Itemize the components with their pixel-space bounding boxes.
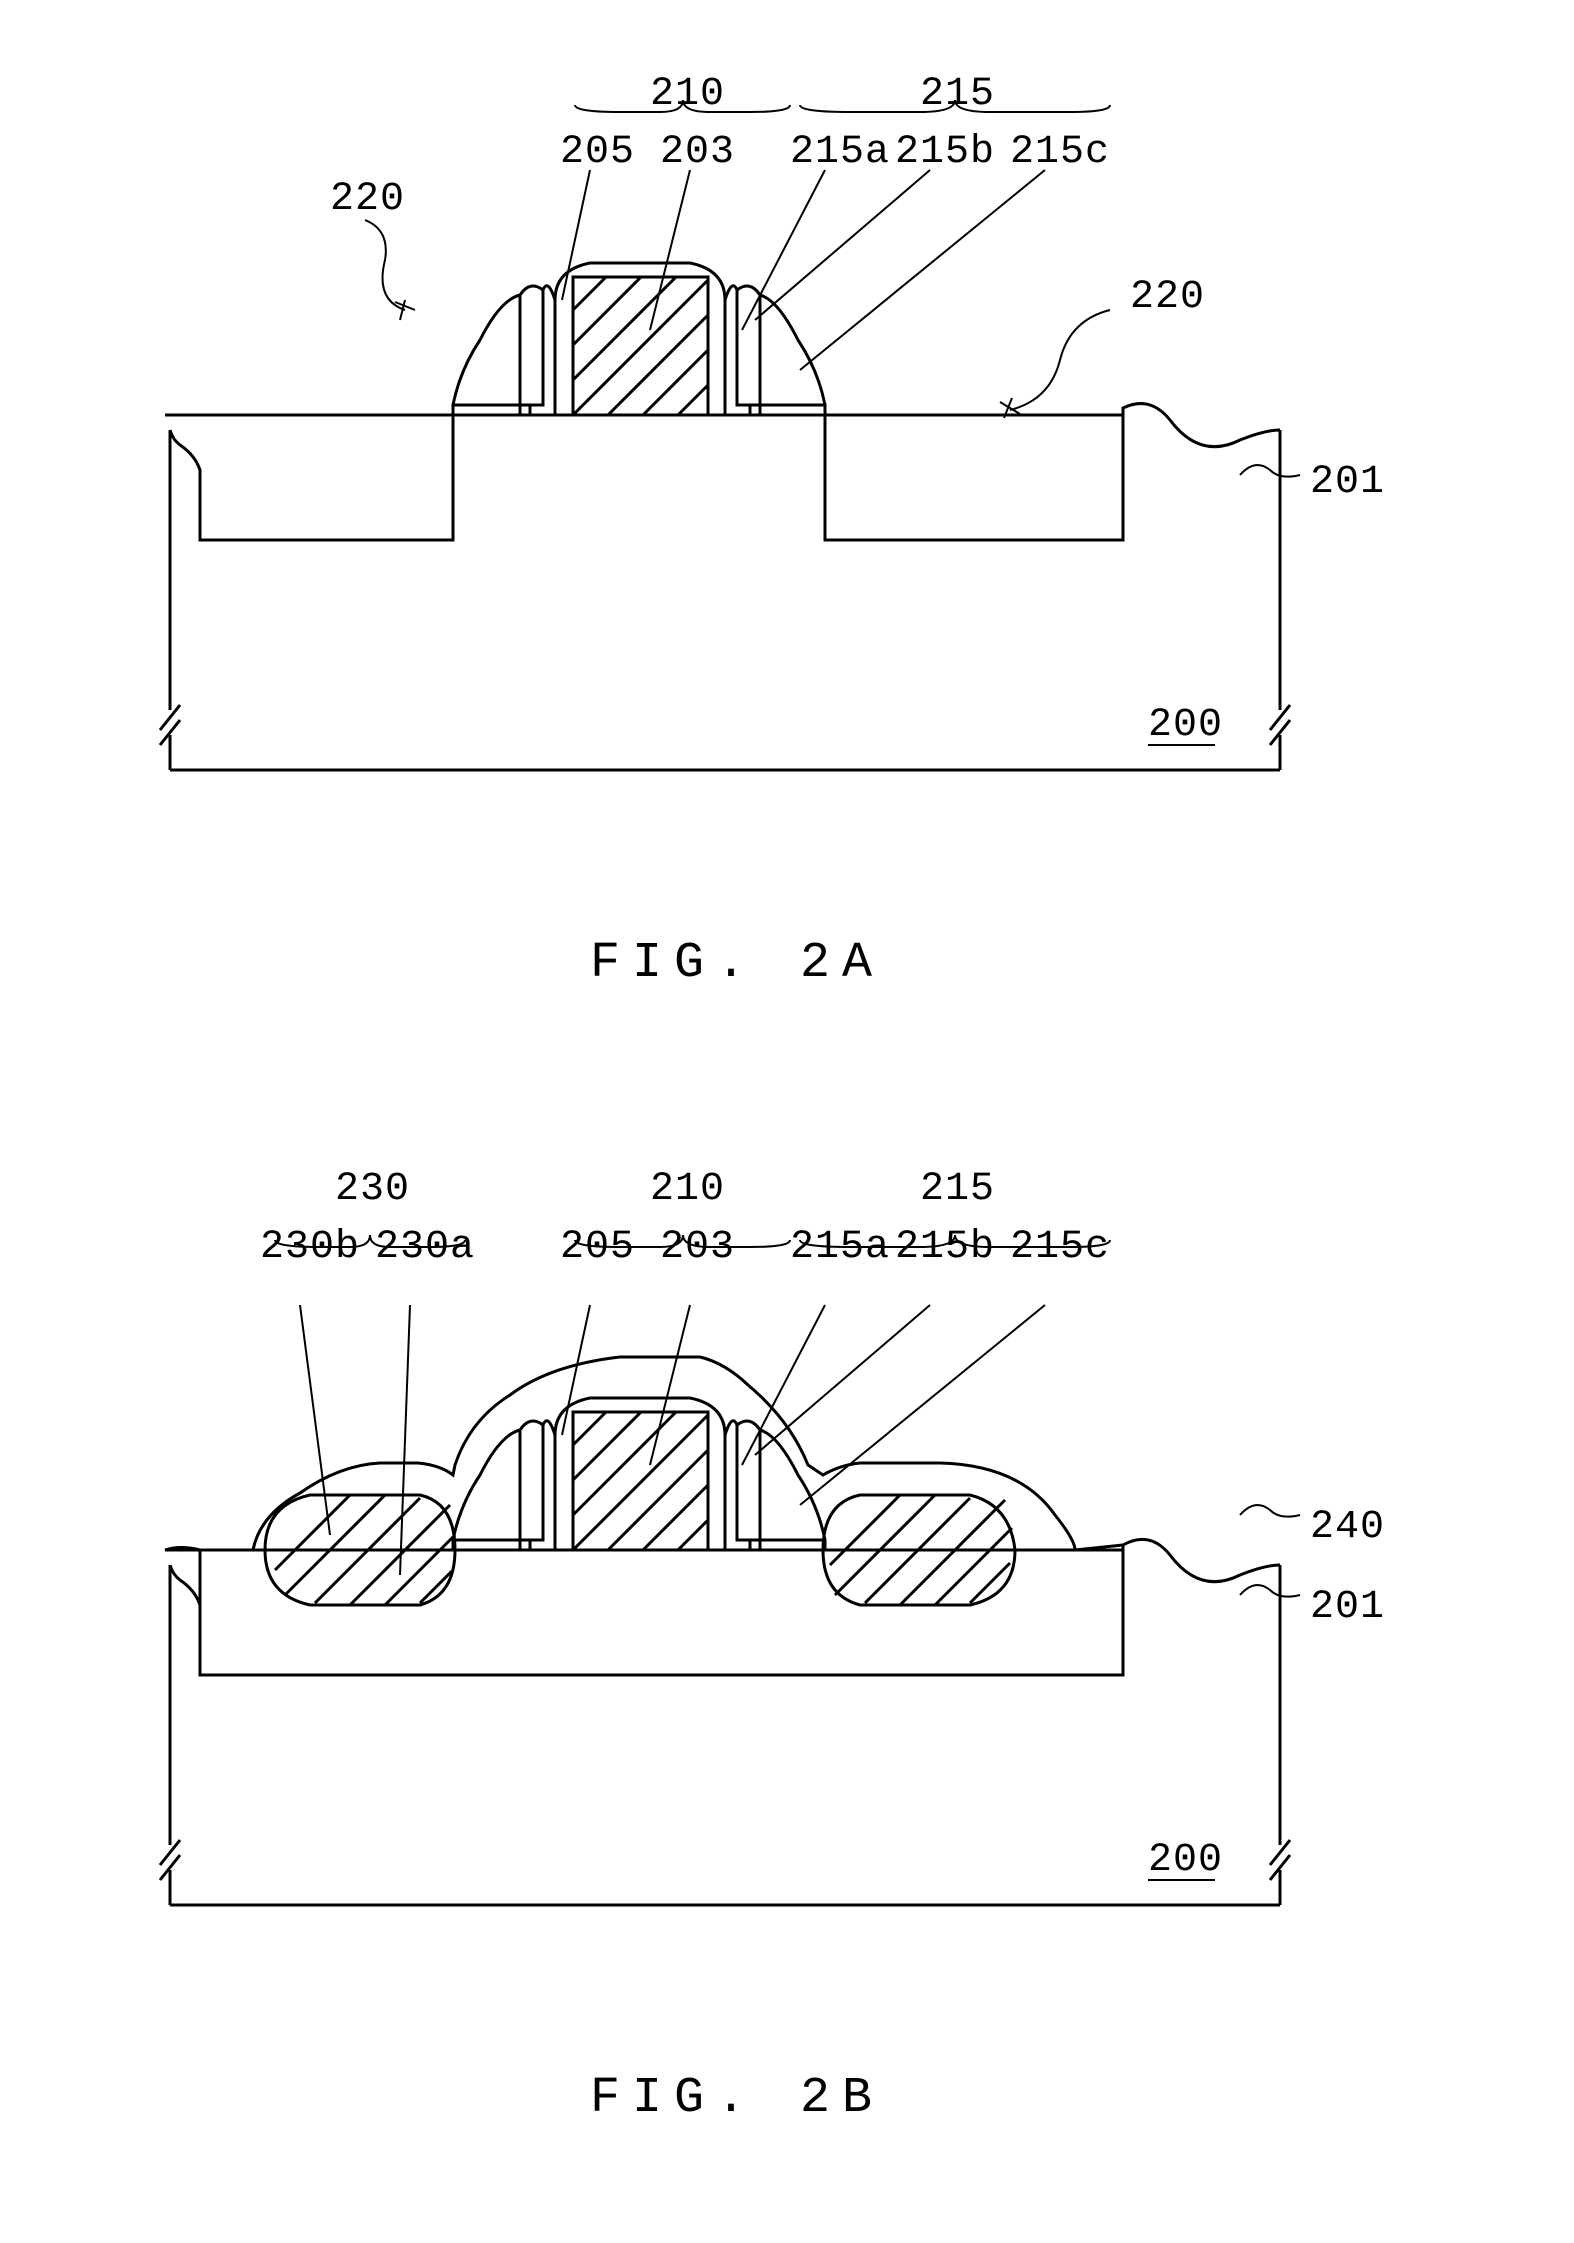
- label-215-b-top: 215: [920, 1167, 995, 1212]
- label-201-b: 201: [1310, 1585, 1385, 1630]
- substrate-outline: [160, 404, 1290, 770]
- caption-2b: FIG. 2B: [590, 2070, 884, 2127]
- figure-2b: [0, 1095, 1574, 2045]
- label-215b-b: 215b: [895, 1225, 995, 1270]
- label-205-b: 205: [560, 1225, 635, 1270]
- label-220-right: 220: [1130, 275, 1205, 320]
- label-200-b: 200: [1148, 1838, 1223, 1883]
- label-215a: 215a: [790, 130, 890, 175]
- label-215c-b: 215c: [1010, 1225, 1110, 1270]
- label-203-b: 203: [660, 1225, 735, 1270]
- label-210: 210: [650, 72, 725, 117]
- label-230: 230: [335, 1167, 410, 1212]
- label-230b: 230b: [260, 1225, 360, 1270]
- leaders-2a: [365, 100, 1300, 745]
- gate-hatch: [573, 277, 708, 415]
- label-215c: 215c: [1010, 130, 1110, 175]
- label-200: 200: [1148, 703, 1223, 748]
- gate-hatch-b: [573, 1412, 708, 1550]
- label-203: 203: [660, 130, 735, 175]
- gate-stack: [453, 263, 825, 415]
- label-215b: 215b: [895, 130, 995, 175]
- label-230a: 230a: [375, 1225, 475, 1270]
- label-205: 205: [560, 130, 635, 175]
- label-210-b: 210: [650, 1167, 725, 1212]
- label-220-left: 220: [330, 177, 405, 222]
- label-215a-b: 215a: [790, 1225, 890, 1270]
- label-201: 201: [1310, 460, 1385, 505]
- label-215: 215: [920, 72, 995, 117]
- caption-2a: FIG. 2A: [590, 935, 884, 992]
- figure-2a: [0, 0, 1574, 820]
- label-240: 240: [1310, 1505, 1385, 1550]
